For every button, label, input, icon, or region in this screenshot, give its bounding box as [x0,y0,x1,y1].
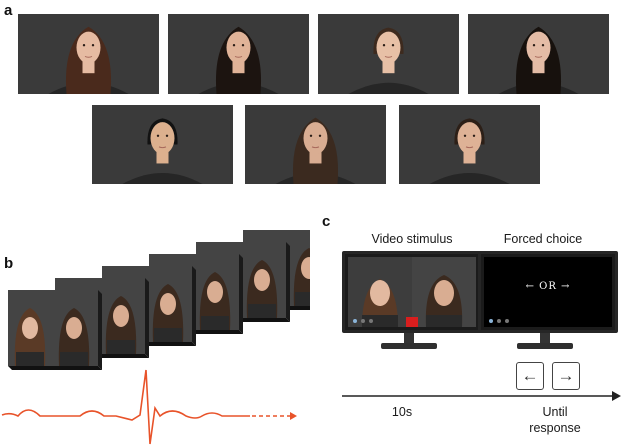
monitor-stand-neck [404,333,414,343]
timeline-label-10s: 10s [391,405,413,419]
left-arrow-key-icon: ← [516,362,544,390]
face-photo [399,105,540,184]
timeline-label-until: Until [542,405,568,419]
forced-choice-screen: ← OR → [484,257,612,327]
forced-choice-prompt: ← OR → [525,281,571,292]
stacked-video-frames [1,230,310,445]
face-photo [168,14,309,94]
face-photo [92,105,233,184]
forced-choice-monitor: ← OR → [478,251,618,333]
panel-label-c: c [322,213,331,230]
monitor-stand-base [517,343,573,349]
video-stimulus-monitor [342,251,482,333]
screen-indicator-dots [489,319,509,323]
monitor-stand-neck [540,333,550,343]
timeline-arrow [342,391,621,401]
right-arrow-key-icon: → [552,362,580,390]
panel-label-a: a [4,2,13,19]
panel-label-b: b [4,255,14,272]
video-stimulus-label: Video stimulus [371,232,453,246]
video-stimulus-screen [348,257,476,327]
ecg-trace [1,369,250,445]
two-faces-video-frame [348,257,476,327]
forced-choice-label: Forced choice [503,232,583,246]
monitor-stand-base [381,343,437,349]
ecg-arrowhead [290,412,297,420]
screen-indicator-dots [353,319,373,323]
face-photo [318,14,459,94]
face-photo [468,14,609,94]
timeline-label-response: response [529,421,581,435]
face-photo [245,105,386,184]
face-photo [18,14,159,94]
video-frame [8,290,102,370]
